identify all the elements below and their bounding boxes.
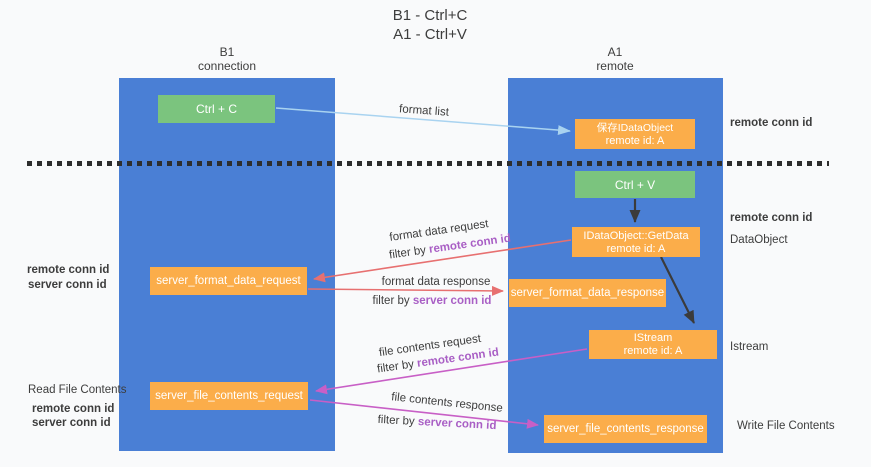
node-server-file-contents-request: server_file_contents_request: [150, 382, 308, 410]
node-ctrl-v: Ctrl + V: [575, 171, 695, 198]
label-filter-server-1: filter by server conn id: [373, 295, 492, 307]
node-server-format-data-response: server_format_data_response: [509, 279, 666, 307]
istream-line2: remote id: A: [623, 345, 683, 357]
ctrl-v-label: Ctrl + V: [614, 177, 656, 192]
server-conn-id-text: server conn id: [412, 295, 492, 307]
lane-header-b1: B1 connection: [157, 45, 297, 73]
title-line-1: B1 - Ctrl+C: [392, 7, 468, 24]
lane-header-a1: A1 remote: [545, 45, 685, 73]
title-line-2: A1 - Ctrl+V: [393, 26, 467, 43]
server-file-contents-request-label: server_file_contents_request: [155, 390, 303, 402]
lane-b1-subtitle: connection: [197, 59, 257, 73]
side-remote-conn-id-left: remote conn id: [27, 264, 110, 276]
side-server-conn-id-bottom: server conn id: [32, 417, 111, 429]
side-read-file-contents: Read File Contents: [28, 384, 127, 396]
filter-by-text: filter by: [372, 295, 410, 307]
node-istream: IStream remote id: A: [589, 330, 717, 359]
filter-by-text: filter by: [388, 244, 427, 262]
save-idataobject-line2: remote id: A: [605, 134, 665, 147]
server-format-data-request-label: server_format_data_request: [156, 275, 301, 287]
filter-by-text: filter by: [377, 413, 415, 428]
diagram-title: B1 - Ctrl+C A1 - Ctrl+V: [350, 6, 510, 44]
label-format-data-response: format data response: [381, 276, 491, 288]
phase-separator-dashed-line: [27, 161, 829, 166]
node-save-idataobject: 保存IDataObject remote id: A: [575, 119, 695, 149]
save-idataobject-line1: 保存IDataObject: [596, 121, 674, 134]
istream-line1: IStream: [633, 332, 673, 344]
filter-by-text: filter by: [376, 358, 415, 376]
node-server-format-data-request: server_format_data_request: [150, 267, 307, 295]
arrow-format-data-response: [307, 285, 504, 296]
node-server-file-contents-response: server_file_contents_response: [544, 415, 707, 443]
ctrl-c-label: Ctrl + C: [195, 102, 237, 116]
server-conn-id-text: server conn id: [417, 416, 497, 433]
side-istream: Istream: [730, 341, 769, 353]
lane-b1-name: B1: [219, 45, 235, 59]
node-ctrl-c: Ctrl + C: [158, 95, 275, 123]
getdata-line2: remote id: A: [606, 242, 666, 255]
side-remote-conn-id-top: remote conn id: [730, 117, 813, 129]
server-file-contents-response-label: server_file_contents_response: [547, 423, 704, 435]
lane-a1-name: A1: [607, 45, 623, 59]
side-server-conn-id-left: server conn id: [28, 279, 107, 291]
server-format-data-response-label: server_format_data_response: [510, 287, 665, 299]
lane-a1-subtitle: remote: [596, 59, 634, 73]
side-write-file-contents: Write File Contents: [737, 420, 835, 432]
label-file-contents-response: file contents response: [390, 391, 504, 415]
node-idataobject-getdata: IDataObject::GetData remote id: A: [572, 227, 700, 257]
getdata-line1: IDataObject::GetData: [583, 229, 689, 242]
side-remote-conn-id-bottom: remote conn id: [32, 403, 115, 415]
side-dataobject: DataObject: [730, 234, 788, 246]
side-remote-conn-id-mid: remote conn id: [730, 212, 813, 224]
label-format-list: format list: [398, 103, 450, 119]
label-filter-server-2: filter by server conn id: [377, 414, 496, 432]
